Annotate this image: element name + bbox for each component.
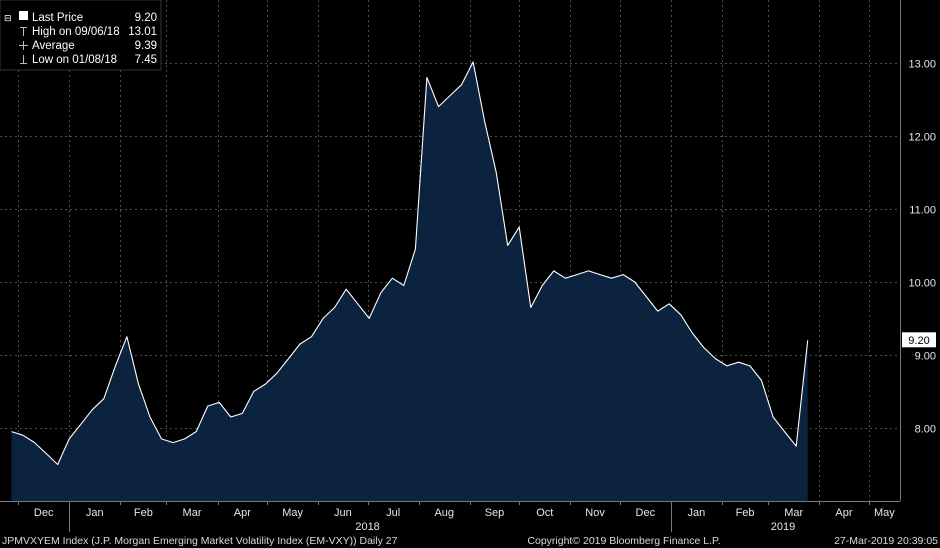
y-axis-labels: 8.00 9.00 10.00 11.00 12.00 13.00: [908, 59, 936, 436]
x-tick-label: Aug: [434, 507, 454, 519]
footer: JPMVXYEM Index (J.P. Morgan Emerging Mar…: [2, 535, 938, 547]
x-tick-label: Feb: [134, 507, 153, 519]
year-label: 2018: [355, 521, 379, 533]
x-tick-label: May: [282, 507, 303, 519]
y-tick-label: 9.00: [915, 351, 936, 363]
x-tick-label: Jun: [334, 507, 352, 519]
y-tick-label: 13.00: [908, 59, 936, 71]
last-value-label: 9.20: [908, 335, 929, 347]
y-tick-label: 11.00: [909, 205, 936, 217]
collapse-icon[interactable]: ⊟: [4, 14, 12, 24]
x-tick-label: Jul: [386, 507, 400, 519]
legend-low-label: Low on 01/08/18: [32, 54, 117, 66]
footer-timestamp: 27-Mar-2019 20:39:05: [834, 535, 938, 547]
legend-average-value: 9.39: [135, 40, 157, 52]
y-tick-label: 10.00: [908, 278, 936, 290]
footer-index-description: JPMVXYEM Index (J.P. Morgan Emerging Mar…: [2, 535, 398, 547]
x-tick-label: Mar: [183, 507, 202, 519]
x-tick-label: Apr: [835, 507, 852, 519]
legend-high-value: 13.01: [128, 26, 157, 38]
x-tick-label: Dec: [34, 507, 54, 519]
x-tick-label: Dec: [636, 507, 656, 519]
last-value-box: 9.20: [902, 332, 936, 348]
x-tick-label: Jan: [86, 507, 104, 519]
high-marker-icon: [20, 27, 27, 36]
average-marker-icon: [19, 41, 28, 50]
y-tick-label: 12.00: [908, 132, 936, 144]
price-area: [11, 62, 808, 501]
legend-last-price-label: Last Price: [32, 12, 83, 24]
x-tick-label: Mar: [784, 507, 803, 519]
price-line: [11, 61, 809, 466]
legend-average-label: Average: [32, 40, 75, 52]
footer-copyright: Copyright© 2019 Bloomberg Finance L.P.: [527, 535, 720, 547]
y-tick-label: 8.00: [915, 424, 936, 436]
legend-last-price-value: 9.20: [135, 12, 157, 24]
x-tick-label: Feb: [736, 507, 755, 519]
x-tick-label: Nov: [585, 507, 605, 519]
x-tick-label: Jan: [688, 507, 706, 519]
x-tick-label: Oct: [536, 507, 553, 519]
legend: ⊟ Last Price 9.20 High on 09/06/18 13.01…: [0, 0, 162, 71]
x-axis-labels: Dec Jan Feb Mar Apr May Jun Jul Aug Sep Oct Nov Dec J…: [18, 501, 895, 533]
x-tick-label: May: [874, 507, 895, 519]
year-label: 2019: [771, 521, 795, 533]
x-tick-label: Apr: [234, 507, 251, 519]
low-marker-icon: [20, 55, 27, 64]
legend-high-label: High on 09/06/18: [32, 26, 120, 38]
legend-low-value: 7.45: [135, 54, 157, 66]
x-tick-label: Sep: [485, 507, 505, 519]
last-value-badge: [902, 332, 936, 348]
last-price-swatch: [19, 11, 28, 20]
